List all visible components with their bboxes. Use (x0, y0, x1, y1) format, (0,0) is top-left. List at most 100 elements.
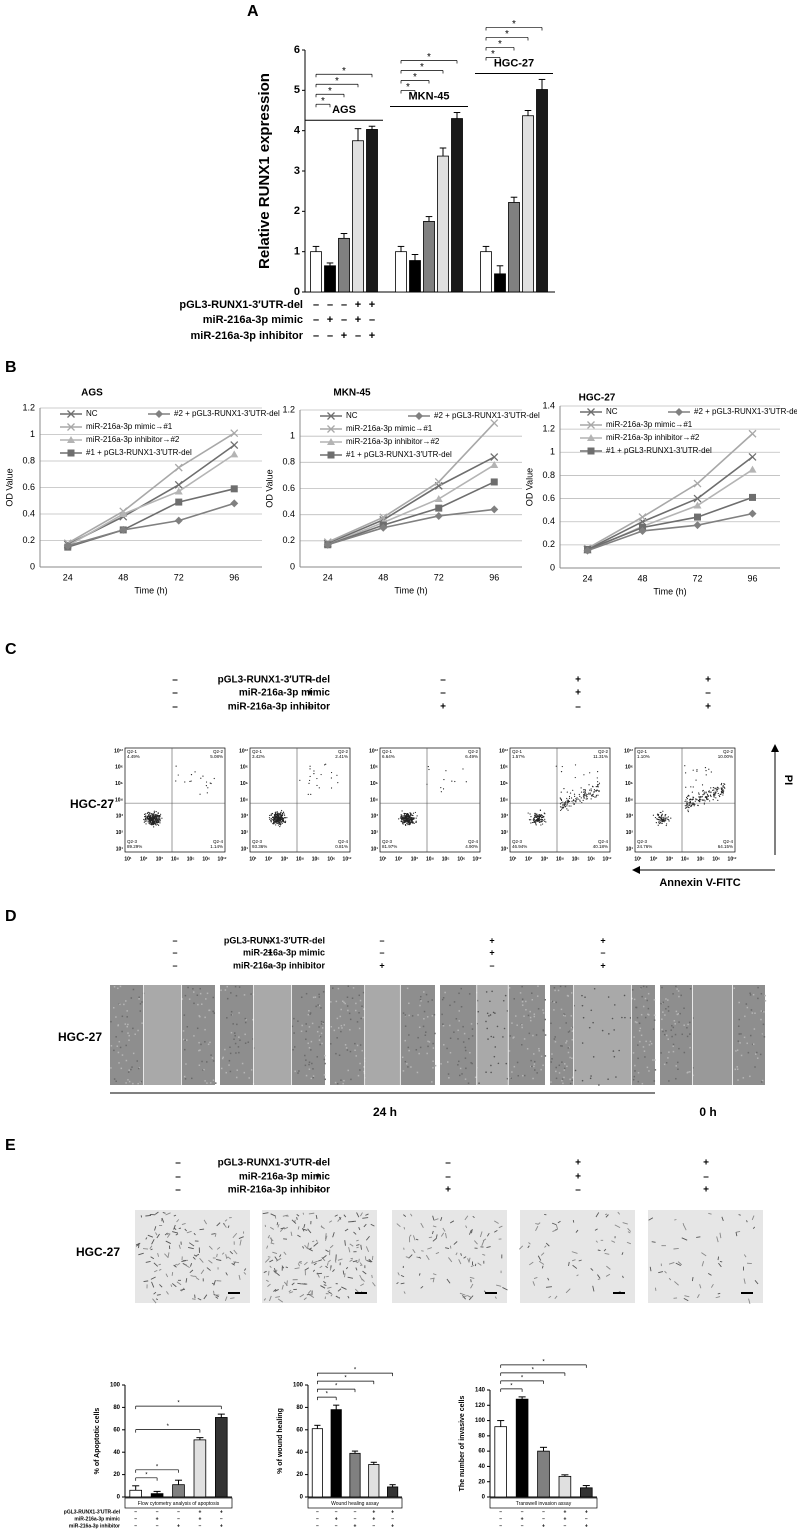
panel-label: B (5, 359, 17, 376)
quadrant-value: 1.14% (210, 844, 223, 849)
flow-event (585, 790, 586, 791)
cell-texture (345, 1044, 347, 1046)
y-tick-label: 100 (475, 1418, 486, 1424)
x-tick-label: 10² (265, 856, 273, 862)
cell-texture (347, 996, 349, 998)
cell-texture (737, 1049, 739, 1051)
flow-event (451, 781, 452, 782)
flow-event (283, 818, 284, 819)
flow-event (699, 800, 700, 801)
quadrant-value: 89.29% (127, 844, 142, 849)
flow-event (278, 813, 279, 814)
flow-event (694, 805, 695, 806)
cell-texture (405, 1061, 407, 1063)
cell-texture (339, 1054, 341, 1056)
cell-texture (643, 986, 645, 988)
cell-texture (750, 1035, 752, 1037)
cell-texture (201, 1003, 203, 1005)
cell-texture (423, 991, 425, 993)
wound-gap (365, 985, 401, 1085)
cell-texture (687, 1024, 689, 1026)
flow-event (274, 817, 275, 818)
flow-event (541, 814, 542, 815)
flow-event (687, 806, 688, 807)
flow-event (410, 817, 411, 818)
cell-texture (737, 1079, 739, 1081)
invasive-cell (217, 1254, 218, 1257)
cell-texture (323, 991, 325, 993)
invasive-cell (277, 1222, 278, 1225)
cell-texture (565, 1022, 567, 1024)
flow-event (713, 795, 714, 796)
cell-texture (525, 1009, 527, 1011)
flow-event (705, 791, 706, 792)
cell-texture (645, 1041, 647, 1043)
axis-label: Annexin V-FITC (659, 877, 740, 889)
flow-event (718, 795, 719, 796)
cell-texture (689, 1047, 691, 1049)
y-tick-label: 10² (241, 830, 249, 836)
cell-texture (120, 986, 122, 988)
flow-event (410, 815, 411, 816)
flow-event (720, 794, 721, 795)
condition-sign: – (175, 1158, 181, 1169)
cell-texture (424, 1011, 426, 1013)
cell-texture (347, 1010, 349, 1012)
cell-texture (207, 993, 209, 995)
flow-event (532, 822, 533, 823)
cell-texture (134, 1033, 136, 1035)
flow-event (663, 820, 664, 821)
cell-texture (511, 1022, 513, 1024)
cell-texture (471, 1023, 473, 1025)
flow-event (407, 820, 408, 821)
cell-texture (242, 1063, 244, 1065)
cell-texture (536, 1072, 538, 1074)
cell-texture (248, 1077, 250, 1079)
cell-texture (760, 1019, 762, 1021)
cell-texture (563, 1077, 565, 1079)
flow-event (275, 822, 276, 823)
condition-sign: + (575, 1158, 581, 1169)
flow-event (191, 774, 192, 775)
y-tick-label: 10² (626, 830, 634, 836)
cell-texture (554, 987, 556, 989)
flow-event (536, 817, 537, 818)
flow-event (441, 791, 442, 792)
condition-sign: + (489, 947, 494, 957)
y-tick-label: 10¹² (624, 748, 633, 754)
cell-texture (418, 1053, 420, 1055)
flow-event (276, 819, 277, 820)
flow-event (685, 801, 686, 802)
flow-event (404, 814, 405, 815)
flow-event (534, 821, 535, 822)
cell-texture (517, 1075, 519, 1077)
x-tick-label: 10² (525, 856, 533, 862)
flow-event (688, 807, 689, 808)
cell-texture (670, 1029, 672, 1031)
quadrant-value: 6.64% (382, 754, 395, 759)
cell-texture (465, 1068, 467, 1070)
condition-sign: + (372, 1516, 375, 1522)
flow-event (331, 777, 332, 778)
cell-texture (193, 1035, 195, 1037)
cell-texture (305, 1039, 307, 1041)
cell-texture (323, 1022, 325, 1024)
cell-texture (306, 1031, 308, 1033)
cell-texture (319, 1039, 321, 1041)
y-tick-label: 0.8 (542, 470, 555, 480)
y-tick-label: 10¹ (116, 846, 124, 852)
cell-texture (319, 1044, 321, 1046)
flow-event (717, 800, 718, 801)
flow-event (530, 822, 531, 823)
flow-event (580, 801, 581, 802)
flow-event (685, 805, 686, 806)
flow-event (309, 780, 310, 781)
flow-event (282, 818, 283, 819)
migrated-cell (490, 1072, 492, 1074)
x-tick-label: 10⁶ (457, 856, 465, 862)
migrated-cell (607, 1078, 609, 1080)
condition-sign: + (198, 1516, 201, 1522)
cell-texture (744, 1037, 746, 1039)
cell-texture (461, 1073, 463, 1075)
cell-texture (544, 999, 546, 1001)
